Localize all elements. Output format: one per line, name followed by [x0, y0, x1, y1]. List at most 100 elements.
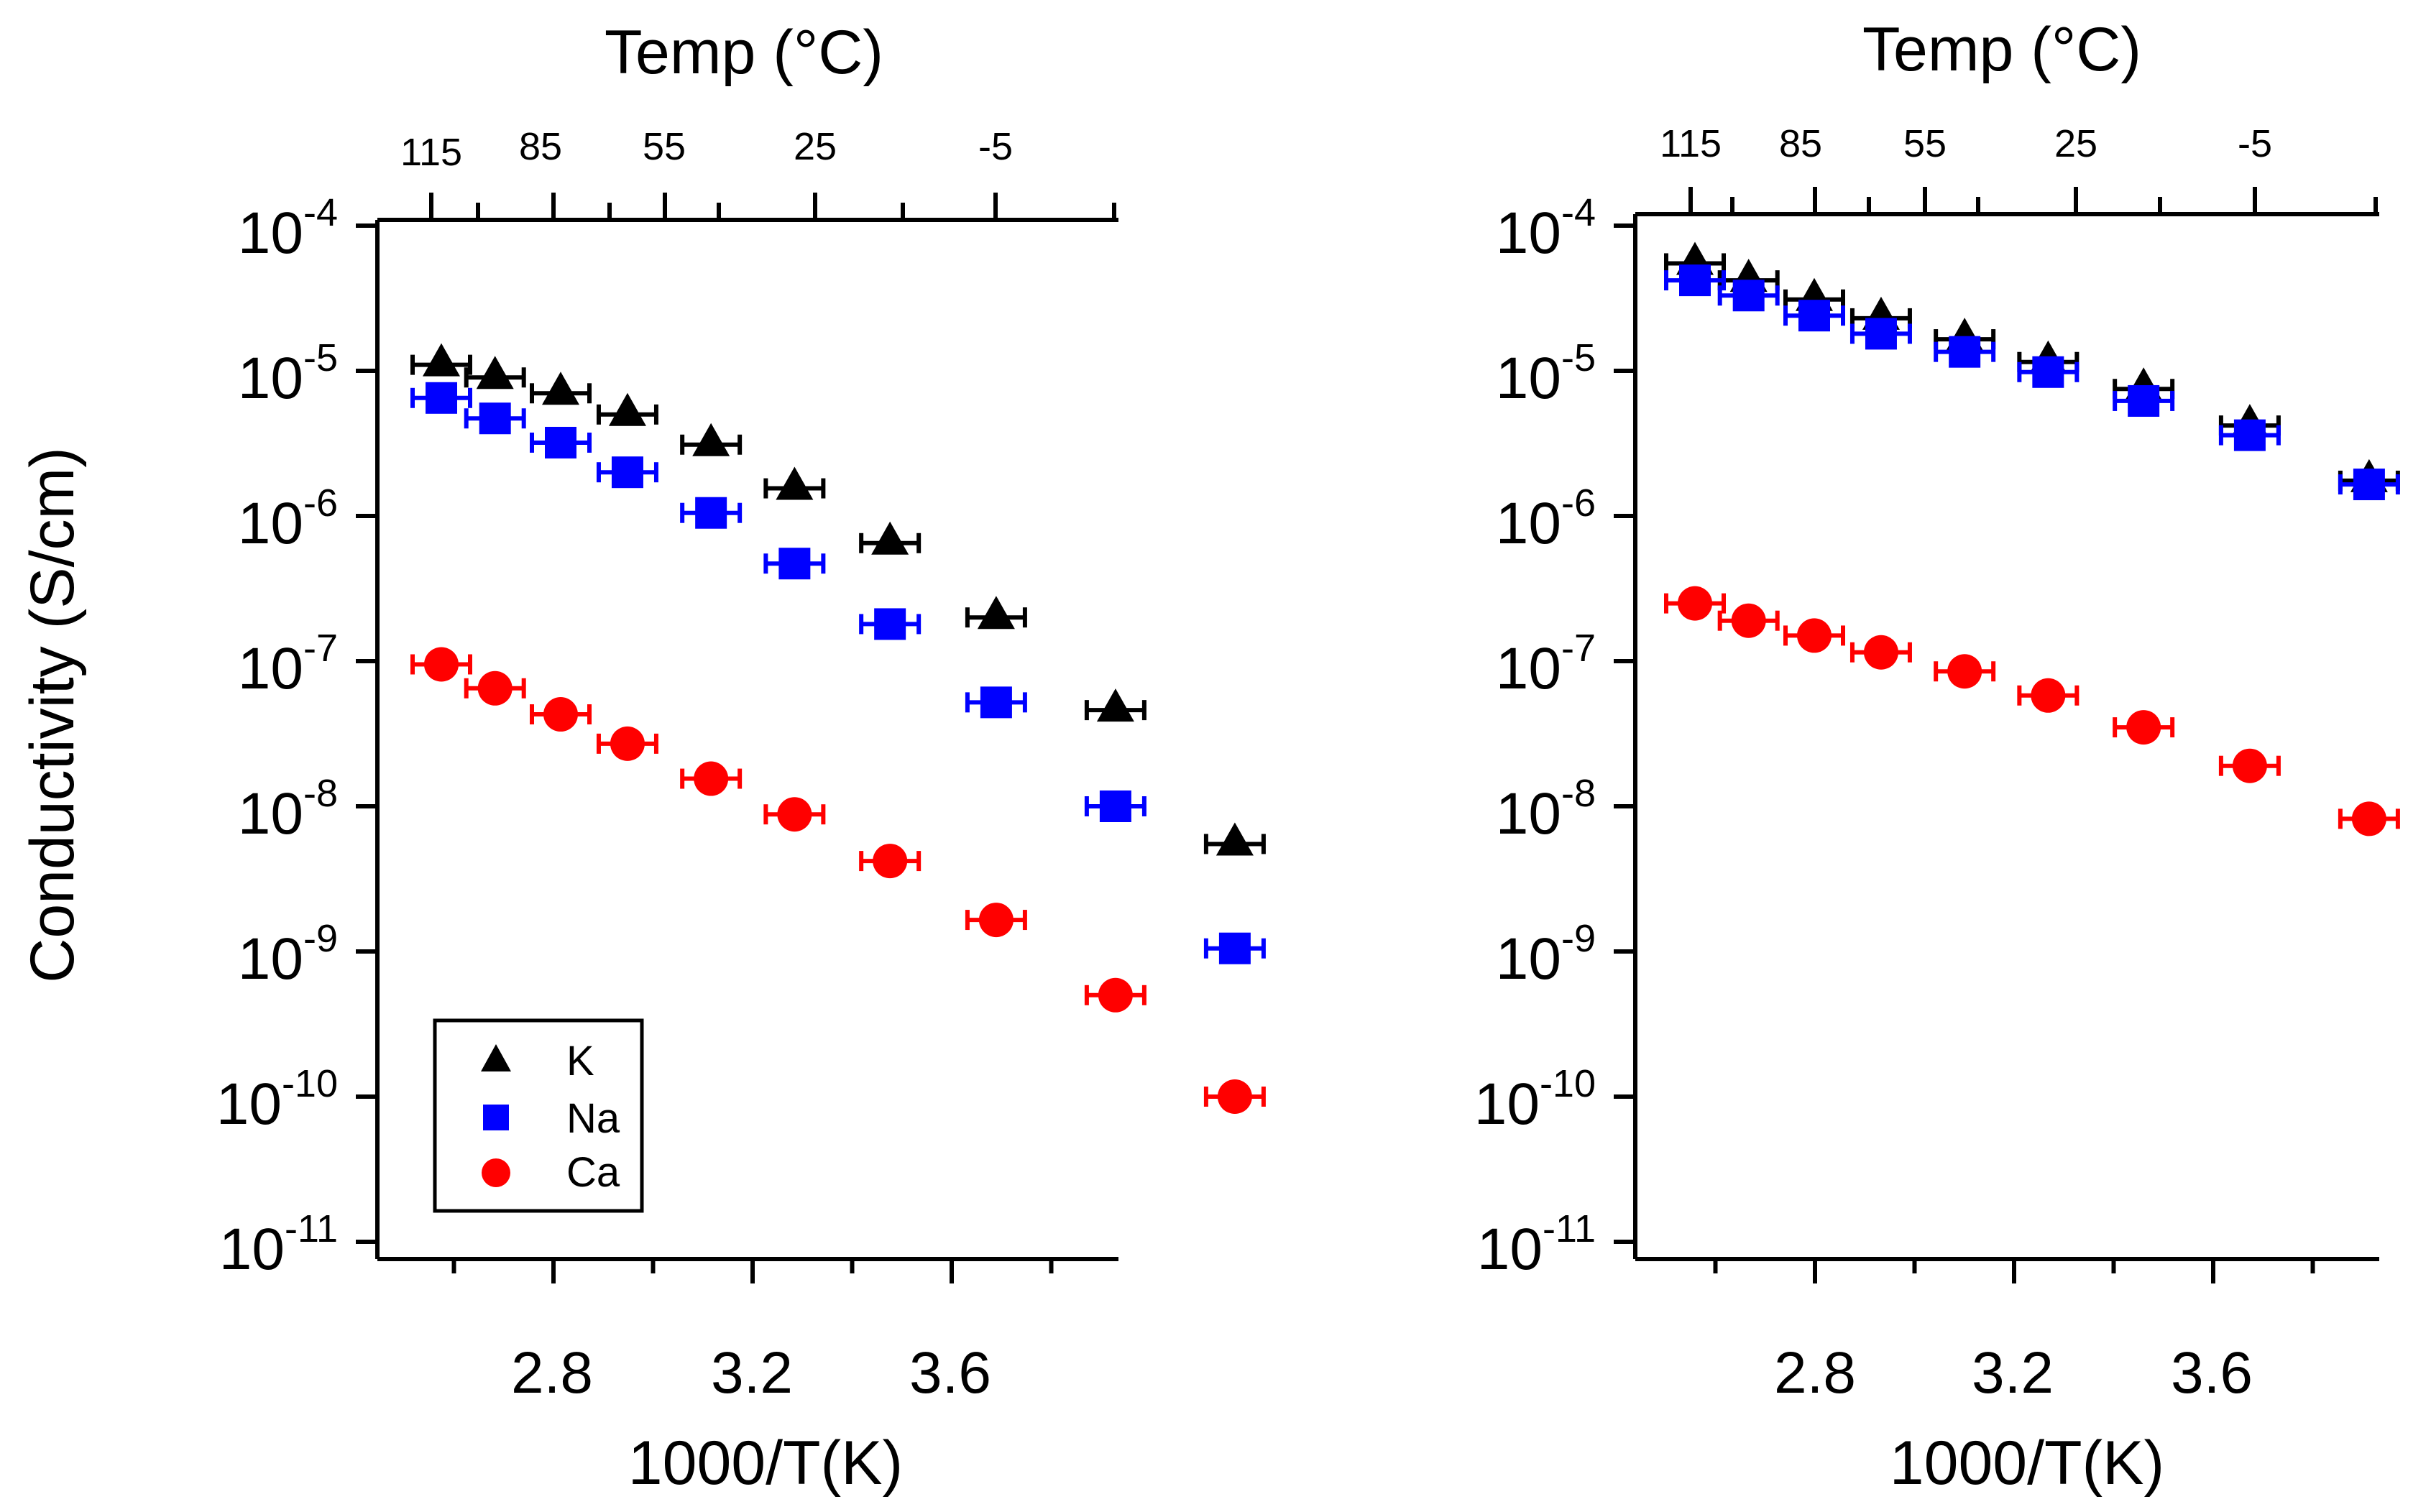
right-y-tick-label: 10-4 — [1496, 191, 1596, 266]
left-top-tick-label: 85 — [519, 125, 562, 168]
data-point — [410, 343, 472, 377]
right-top-tick-label: 25 — [2054, 122, 2097, 165]
data-point — [1203, 822, 1266, 856]
data-point — [464, 670, 526, 706]
data-point — [859, 608, 922, 640]
data-point — [1084, 977, 1146, 1013]
data-point — [464, 356, 526, 389]
left-y-tick-label: 10-11 — [219, 1207, 338, 1282]
data-point — [1783, 300, 1845, 332]
right-top-tick-label: 115 — [1660, 122, 1722, 165]
left-y-tick-label: 10-7 — [238, 627, 338, 701]
left-y-tick-label: 10-6 — [238, 481, 338, 556]
data-point — [1849, 635, 1912, 670]
data-point — [680, 423, 743, 456]
legend-item-na: Na — [483, 1095, 620, 1142]
data-point — [1783, 618, 1845, 653]
data-point — [596, 392, 658, 426]
left-panel: Temp (°C) 1000/T(K) 115 85 55 25 -5 2.8 … — [216, 18, 1266, 1498]
data-point — [530, 697, 592, 732]
left-y-tick-label: 10-10 — [216, 1062, 338, 1137]
data-point — [763, 797, 826, 832]
right-y-tick-label: 10-6 — [1496, 481, 1596, 556]
left-top-tick-labels: 115 85 55 25 -5 — [400, 125, 1013, 174]
series-k — [1664, 241, 2400, 492]
data-point — [596, 456, 658, 489]
y-axis-label: Conductivity (S/cm) — [18, 447, 87, 983]
data-point — [763, 548, 826, 580]
right-x-tick-label: 3.6 — [2171, 1340, 2253, 1406]
left-bottom-axis-title: 1000/T(K) — [628, 1429, 903, 1498]
data-point — [2338, 801, 2400, 836]
legend-circle-icon — [482, 1158, 510, 1187]
right-x-tick-label: 2.8 — [1774, 1340, 1856, 1406]
data-point — [965, 686, 1027, 719]
left-y-tick-label: 10-8 — [238, 772, 338, 847]
data-point — [763, 466, 826, 500]
right-top-tick-label: 85 — [1779, 122, 1822, 165]
right-y-tick-label: 10-11 — [1477, 1207, 1596, 1282]
right-axes — [1614, 187, 2379, 1283]
legend-box — [433, 1018, 644, 1213]
right-top-tick-label: -5 — [2238, 122, 2272, 165]
left-top-tick-label: -5 — [978, 125, 1013, 168]
data-point — [1717, 603, 1780, 638]
data-point — [1934, 654, 1996, 689]
data-point — [2017, 356, 2080, 388]
data-point — [859, 844, 922, 879]
right-x-tick-labels: 2.8 3.2 3.6 — [1774, 1340, 2253, 1406]
left-y-tick-label: 10-4 — [238, 191, 338, 266]
data-point — [965, 596, 1027, 630]
right-x-tick-label: 3.2 — [1972, 1340, 2054, 1406]
legend-label: Na — [566, 1095, 620, 1142]
data-point — [530, 372, 592, 405]
data-point — [596, 726, 658, 761]
right-y-tick-label: 10-5 — [1496, 336, 1596, 411]
legend-label: K — [566, 1038, 594, 1084]
series-ca — [410, 647, 1266, 1114]
right-top-tick-label: 55 — [1903, 122, 1947, 165]
right-data-points — [1664, 241, 2400, 836]
data-point — [680, 761, 743, 796]
data-point — [1084, 688, 1146, 722]
legend: K Na Ca — [433, 1018, 644, 1213]
legend-label: Ca — [566, 1149, 620, 1196]
right-top-axis-title: Temp (°C) — [1862, 15, 2141, 84]
left-data-points — [410, 343, 1266, 1114]
data-point — [2113, 710, 2175, 745]
left-top-tick-label: 25 — [794, 125, 837, 168]
series-ca — [1664, 586, 2400, 836]
left-y-tick-labels: 10-4 10-5 10-6 10-7 10-8 10-9 10-10 10-1… — [216, 191, 338, 1282]
legend-square-icon — [483, 1105, 509, 1130]
data-point — [1084, 790, 1146, 822]
series-k — [410, 343, 1266, 856]
data-point — [410, 647, 472, 682]
data-point — [1664, 264, 1726, 297]
left-y-tick-label: 10-5 — [238, 336, 338, 411]
right-bottom-axis-title: 1000/T(K) — [1890, 1429, 2164, 1498]
series-na — [1664, 264, 2400, 501]
left-top-axis-title: Temp (°C) — [605, 18, 883, 87]
right-y-tick-label: 10-9 — [1496, 917, 1596, 992]
left-x-tick-label: 3.6 — [909, 1340, 991, 1406]
series-na — [410, 382, 1266, 964]
left-x-tick-labels: 2.8 3.2 3.6 — [511, 1340, 991, 1406]
data-point — [2017, 678, 2080, 713]
data-point — [2338, 469, 2400, 501]
right-y-tick-label: 10-10 — [1474, 1062, 1596, 1137]
data-point — [859, 521, 922, 555]
legend-triangle-icon — [481, 1044, 511, 1071]
left-axis-lines — [356, 193, 1118, 1283]
legend-item-ca: Ca — [482, 1149, 620, 1196]
data-point — [1717, 280, 1780, 312]
right-panel: Temp (°C) 1000/T(K) 115 85 55 25 -5 2.8 … — [1474, 15, 2400, 1498]
right-y-tick-label: 10-7 — [1496, 627, 1596, 701]
data-point — [1664, 586, 1726, 621]
left-x-tick-label: 2.8 — [511, 1340, 593, 1406]
data-point — [680, 497, 743, 529]
legend-item-k: K — [481, 1038, 594, 1084]
data-point — [530, 426, 592, 458]
data-point — [410, 382, 472, 414]
left-top-tick-label: 115 — [400, 131, 462, 174]
